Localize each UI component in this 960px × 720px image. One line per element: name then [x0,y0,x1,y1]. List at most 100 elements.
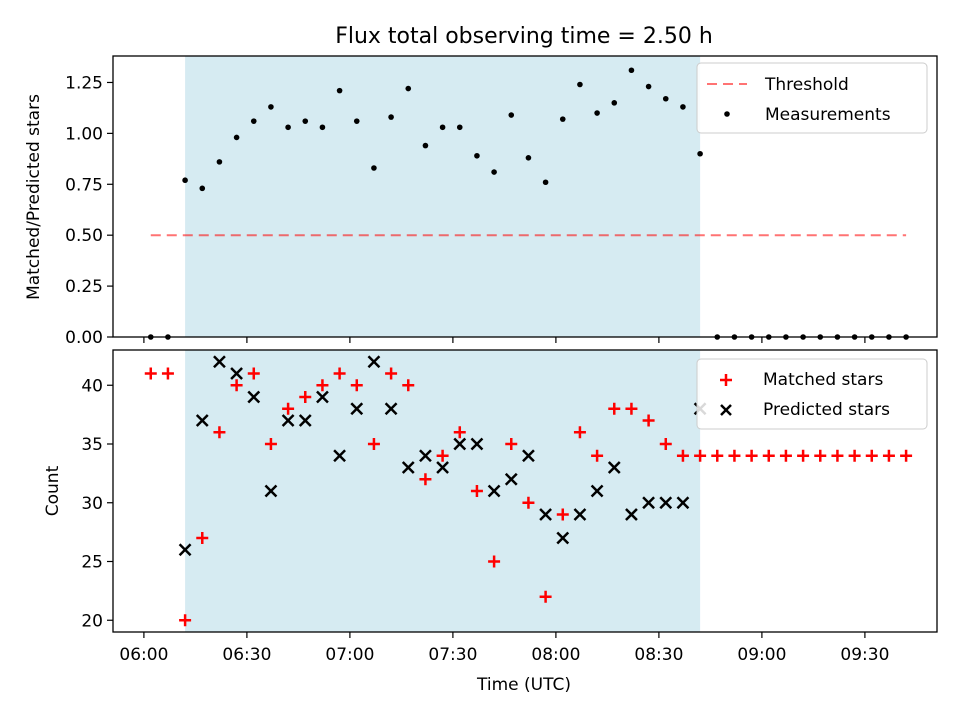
matched-star-point [522,496,535,509]
predicted-star-point [436,461,449,474]
matched-star-point [573,426,586,439]
matched-star-point [488,555,501,568]
legend-matched-swatch [720,374,732,386]
bottom-x-axis: 06:00 06:30 07:00 07:30 08:00 08:30 09:00 09:30 [119,632,889,665]
predicted-star-point [504,472,518,486]
predicted-star-point [556,531,570,545]
matched-star-point [196,532,209,544]
predicted-star-point [539,508,552,521]
top-legend: Threshold Measurements [696,62,928,134]
measurement-point [559,116,566,122]
matched-star-point [779,449,792,462]
measurement-point [336,87,343,94]
y-tick-label: 0.25 [65,277,103,297]
matched-star-point [179,614,192,627]
matched-star-point [161,367,174,380]
measurement-point [474,152,480,159]
measurement-point [422,142,429,149]
y-tick-label: 0.50 [65,226,103,246]
matched-star-point [608,402,621,415]
matched-star-point [402,379,415,392]
x-axis-label: Time (UTC) [476,675,571,695]
y-tick-label: 25 [81,553,103,573]
measurement-point [302,118,309,124]
matched-star-point [711,449,724,462]
measurement-point [525,155,532,161]
matched-star-point [556,508,569,521]
x-tick-label: 09:00 [737,645,786,665]
measurement-point [697,150,703,157]
matched-star-point [762,449,775,462]
measurement-point [577,81,583,88]
legend-threshold-label: Threshold [764,75,849,95]
matched-stars-points [144,367,913,627]
matched-star-point [470,485,483,497]
predicted-star-point [676,496,690,510]
matched-star-point [900,449,913,462]
predicted-star-point [316,390,329,404]
matched-star-point [299,391,312,403]
predicted-star-point [178,543,192,557]
bottom-axes-frame [112,349,938,633]
predicted-star-point [419,449,432,463]
y-tick-label: 35 [81,435,103,455]
predicted-star-point [264,484,278,498]
measurement-point [285,124,291,131]
matched-star-point [728,449,741,462]
predicted-star-point [522,449,535,463]
predicted-star-point [350,402,364,416]
measurement-point [611,100,618,106]
matched-star-point [676,449,689,462]
matched-star-point [848,449,861,462]
matched-star-point [436,449,449,462]
matched-star-point [350,379,363,392]
matched-star-point [505,438,518,450]
predicted-star-point [453,437,467,451]
matched-star-point [814,449,827,462]
x-tick-label: 07:30 [428,645,477,665]
measurement-point [456,124,463,131]
bottom-legend: Matched stars Predicted stars [696,358,928,430]
measurement-point [388,114,394,120]
predicted-star-point [642,496,655,510]
top-axes-frame [112,55,938,338]
measurement-point [268,104,274,110]
measurement-point [491,169,497,175]
y-tick-label: 1.00 [65,124,103,144]
measurement-point [628,67,635,74]
measurement-point [250,118,257,124]
measurement-point [645,83,652,90]
y-tick-label: 30 [81,494,103,514]
matched-star-point [144,367,157,380]
legend-matched-label: Matched stars [763,370,883,390]
y-tick-label: 0.75 [65,175,103,195]
predicted-star-point [625,508,638,521]
matched-star-point [213,426,226,439]
measurement-point [182,177,188,184]
y-tick-label: 0.00 [65,328,103,348]
y-tick-label: 40 [81,376,103,396]
matched-star-point [797,449,810,462]
x-tick-label: 06:30 [222,645,271,665]
matched-star-point [642,414,655,427]
matched-star-point [453,426,466,439]
predicted-star-point [590,484,604,498]
measurement-point [680,104,686,110]
x-tick-label: 08:30 [634,645,683,665]
matched-star-point [625,402,638,415]
predicted-star-point [367,355,381,369]
x-tick-label: 07:00 [325,645,374,665]
legend-predicted-swatch [720,404,732,416]
x-tick-label: 09:30 [840,645,889,665]
legend-measurements-label: Measurements [765,105,891,125]
measurement-point [439,124,446,131]
top-y-axis: 0.00 0.25 0.50 0.75 1.00 1.25 [65,73,113,348]
top-y-axis-label: Matched/Predicted stars [24,94,44,300]
top-panel: 0.00 0.25 0.50 0.75 1.00 1.25 Matched/Predict… [24,55,938,348]
predicted-star-point [213,355,226,369]
bottom-panel: 20 25 30 35 40 06:00 06:30 07:00 07:30 08:00 08:3… [43,349,938,695]
measurement-point [233,134,240,141]
top-legend-box [696,62,928,134]
matched-star-point [230,379,243,392]
